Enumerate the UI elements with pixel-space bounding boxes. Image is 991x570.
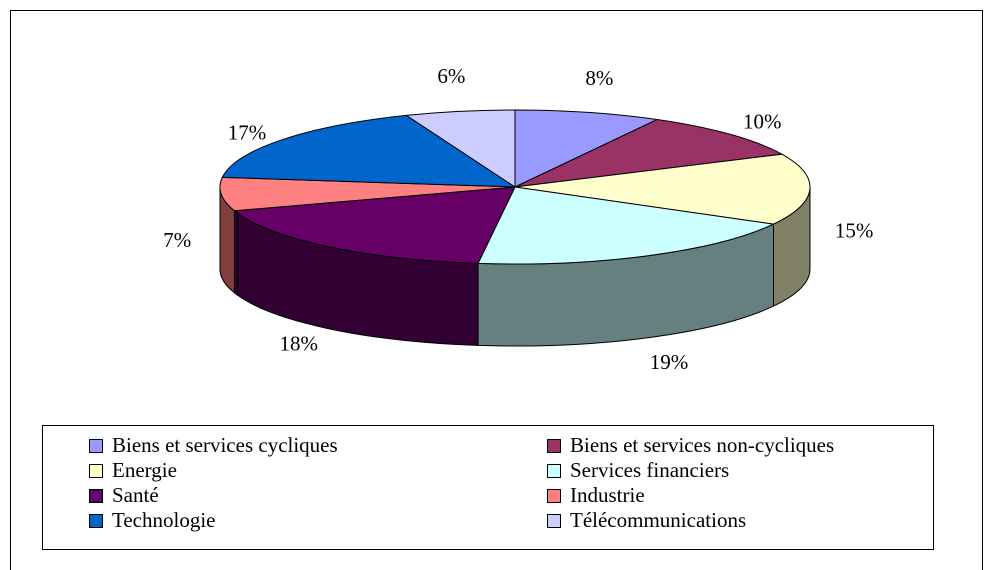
slice <box>233 186 516 264</box>
slice <box>514 153 811 225</box>
legend-swatch <box>89 439 103 453</box>
legend-swatch <box>547 464 561 478</box>
legend-swatch <box>547 514 561 528</box>
data-label: 6% <box>437 64 465 88</box>
legend-swatch <box>89 464 103 478</box>
data-label: 15% <box>835 219 874 243</box>
data-label: 8% <box>585 66 613 90</box>
slice <box>477 186 776 265</box>
data-label: 7% <box>163 228 191 252</box>
legend-label: Télécommunications <box>570 508 746 532</box>
legend-label: Services financiers <box>570 458 729 482</box>
legend-swatch <box>547 439 561 453</box>
slice-side <box>233 209 239 297</box>
slice <box>221 114 517 188</box>
legend-swatch <box>89 489 103 503</box>
data-label: 17% <box>228 120 267 144</box>
legend-swatch <box>89 514 103 528</box>
data-label: 10% <box>743 109 782 133</box>
legend-label: Biens et services cycliques <box>112 433 338 457</box>
slice <box>404 109 516 188</box>
legend-box <box>42 425 934 550</box>
slice <box>514 119 784 188</box>
legend-label: Energie <box>112 458 177 482</box>
data-label: 19% <box>650 350 689 374</box>
legend-label: Industrie <box>570 483 645 507</box>
legend-swatch <box>547 489 561 503</box>
legend-label: Biens et services non-cycliques <box>570 433 834 457</box>
legend-label: Technologie <box>112 508 216 532</box>
slice <box>219 176 516 212</box>
legend-label: Santé <box>112 483 159 507</box>
slice <box>514 109 659 188</box>
data-label: 18% <box>280 331 319 355</box>
